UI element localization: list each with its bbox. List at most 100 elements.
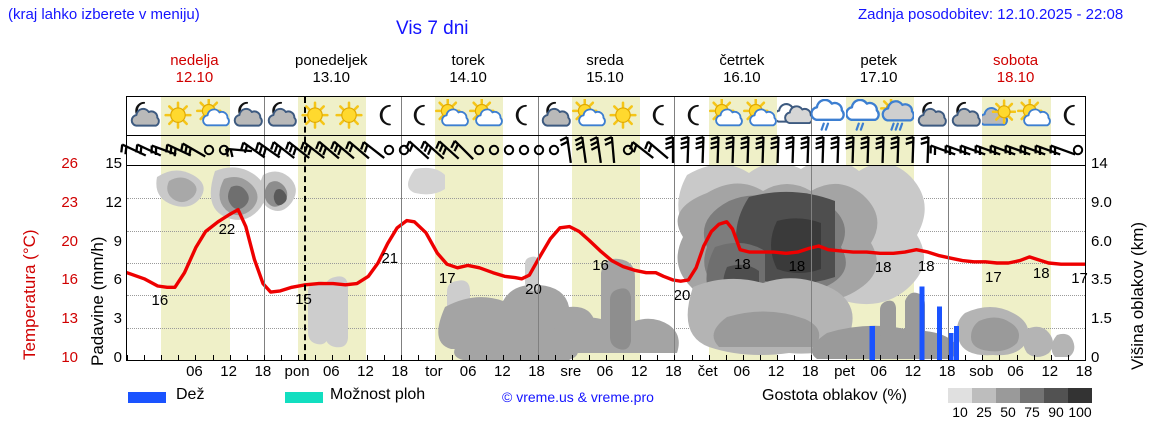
wind-barb bbox=[147, 135, 181, 165]
wind-barb bbox=[911, 135, 945, 165]
x-tick bbox=[332, 355, 334, 360]
x-tick bbox=[195, 355, 197, 360]
caxis-2: 6.0 bbox=[1091, 232, 1112, 250]
x-tick bbox=[161, 355, 163, 360]
x-tick bbox=[1016, 355, 1018, 360]
colorbar-cell-90 bbox=[1044, 388, 1068, 403]
day-separator bbox=[948, 97, 950, 360]
wind-barb bbox=[447, 135, 481, 165]
x-label-17: 12 bbox=[767, 363, 785, 380]
wind-barb-calm bbox=[1061, 135, 1095, 165]
wind-barb bbox=[851, 135, 885, 165]
paxis-3: 6 bbox=[113, 271, 122, 289]
x-tick bbox=[896, 355, 898, 360]
x-tick bbox=[862, 355, 864, 360]
temperature-curve bbox=[127, 207, 1085, 294]
x-label-3: pon bbox=[284, 363, 310, 380]
sky-icon-cloud-sun bbox=[979, 99, 1017, 133]
sky-icon-moon-cloud bbox=[948, 99, 982, 133]
precip-bar-2 bbox=[936, 306, 942, 360]
wind-barb bbox=[1046, 135, 1080, 165]
x-label-25: 12 bbox=[1041, 363, 1059, 380]
day-name: sreda bbox=[586, 52, 624, 69]
x-label-24: 06 bbox=[1007, 363, 1024, 380]
x-tick bbox=[486, 355, 488, 360]
day-header-5: četrtek 16.10 bbox=[673, 52, 810, 86]
sky-icon-sun bbox=[606, 99, 640, 133]
taxis-1: 23 bbox=[61, 193, 78, 211]
wind-barb bbox=[342, 135, 376, 165]
sky-icon-moon bbox=[503, 99, 537, 133]
temperature-label-10: 18 bbox=[874, 259, 892, 277]
day-date: 15.10 bbox=[586, 69, 624, 86]
x-tick bbox=[845, 355, 847, 360]
wind-barb bbox=[731, 135, 765, 165]
x-tick bbox=[623, 355, 625, 360]
x-label-19: pet bbox=[834, 363, 855, 380]
wind-barb-row bbox=[120, 135, 1085, 166]
day-header-4: sreda 15.10 bbox=[537, 52, 674, 86]
forecast-plot[interactable]: 16 22 15 21 17 20 16 20 18 18 18 18 17 18 17 bbox=[120, 96, 1088, 361]
x-tick bbox=[178, 355, 180, 360]
x-tick bbox=[1033, 355, 1035, 360]
colorbar-label-25: 25 bbox=[976, 404, 992, 420]
x-label-0: 06 bbox=[186, 363, 203, 380]
x-label-20: 06 bbox=[870, 363, 888, 380]
wind-barb bbox=[1001, 135, 1035, 165]
x-label-5: 12 bbox=[357, 363, 374, 380]
wind-barb bbox=[297, 135, 331, 165]
day-separator bbox=[811, 97, 813, 360]
sky-icon-sun-cloud bbox=[1016, 98, 1051, 133]
day-separator bbox=[674, 97, 676, 360]
sky-icon-moon bbox=[675, 99, 709, 133]
wind-barb bbox=[761, 135, 795, 165]
sky-icon-moon bbox=[640, 99, 674, 133]
x-label-15: čet bbox=[697, 363, 718, 380]
temperature-label-3: 21 bbox=[381, 249, 399, 267]
x-label-1: 12 bbox=[220, 363, 237, 380]
x-tick bbox=[691, 355, 693, 360]
wind-barb bbox=[926, 135, 960, 165]
taxis-3: 16 bbox=[61, 271, 78, 289]
sky-icon-moon bbox=[1051, 99, 1085, 133]
wind-barb bbox=[791, 135, 825, 165]
x-label-2: 18 bbox=[254, 363, 272, 380]
x-tick bbox=[982, 355, 984, 360]
gridline bbox=[127, 230, 1085, 232]
precip-bar-0 bbox=[869, 326, 875, 360]
wind-barb bbox=[237, 135, 271, 165]
x-tick bbox=[212, 355, 214, 360]
daylight-band bbox=[161, 97, 230, 360]
x-tick bbox=[383, 355, 385, 360]
temperature-label-2: 15 bbox=[295, 290, 312, 308]
temperature-label-1: 22 bbox=[218, 220, 236, 238]
cloud-density-legend-title: Gostota oblakov (%) bbox=[762, 387, 907, 404]
x-label-21: 12 bbox=[904, 363, 922, 380]
colorbar-label-90: 90 bbox=[1048, 404, 1064, 420]
x-tick bbox=[144, 355, 146, 360]
x-tick bbox=[725, 355, 727, 360]
rain-legend-swatch bbox=[128, 392, 166, 403]
credit-link[interactable]: © vreme.us & vreme.pro bbox=[502, 389, 654, 405]
cloudheight-axis-title: Višina oblakov (km) bbox=[1128, 221, 1147, 370]
wind-barb bbox=[222, 135, 256, 165]
colorbar-cell-25 bbox=[972, 388, 996, 403]
wind-barb-calm bbox=[537, 135, 571, 165]
wind-barb bbox=[956, 135, 990, 165]
day-header-1: nedelja 12.10 bbox=[126, 52, 263, 86]
wind-barb bbox=[836, 135, 870, 165]
page-title: Vis 7 dni bbox=[396, 18, 469, 39]
taxis-4: 13 bbox=[61, 310, 78, 328]
x-tick bbox=[777, 355, 779, 360]
sky-icon-sun-cloud bbox=[435, 98, 469, 133]
wind-barb bbox=[626, 135, 660, 165]
day-date: 16.10 bbox=[723, 69, 761, 86]
wind-barb bbox=[881, 135, 915, 165]
taxis-0: 26 bbox=[61, 155, 78, 172]
x-label-26: 18 bbox=[1075, 363, 1093, 380]
x-label-6: 18 bbox=[391, 363, 409, 380]
colorbar-cell-50 bbox=[996, 388, 1020, 403]
wind-barb bbox=[821, 135, 855, 165]
caxis-1: 9.0 bbox=[1091, 193, 1112, 211]
x-tick bbox=[708, 355, 710, 360]
